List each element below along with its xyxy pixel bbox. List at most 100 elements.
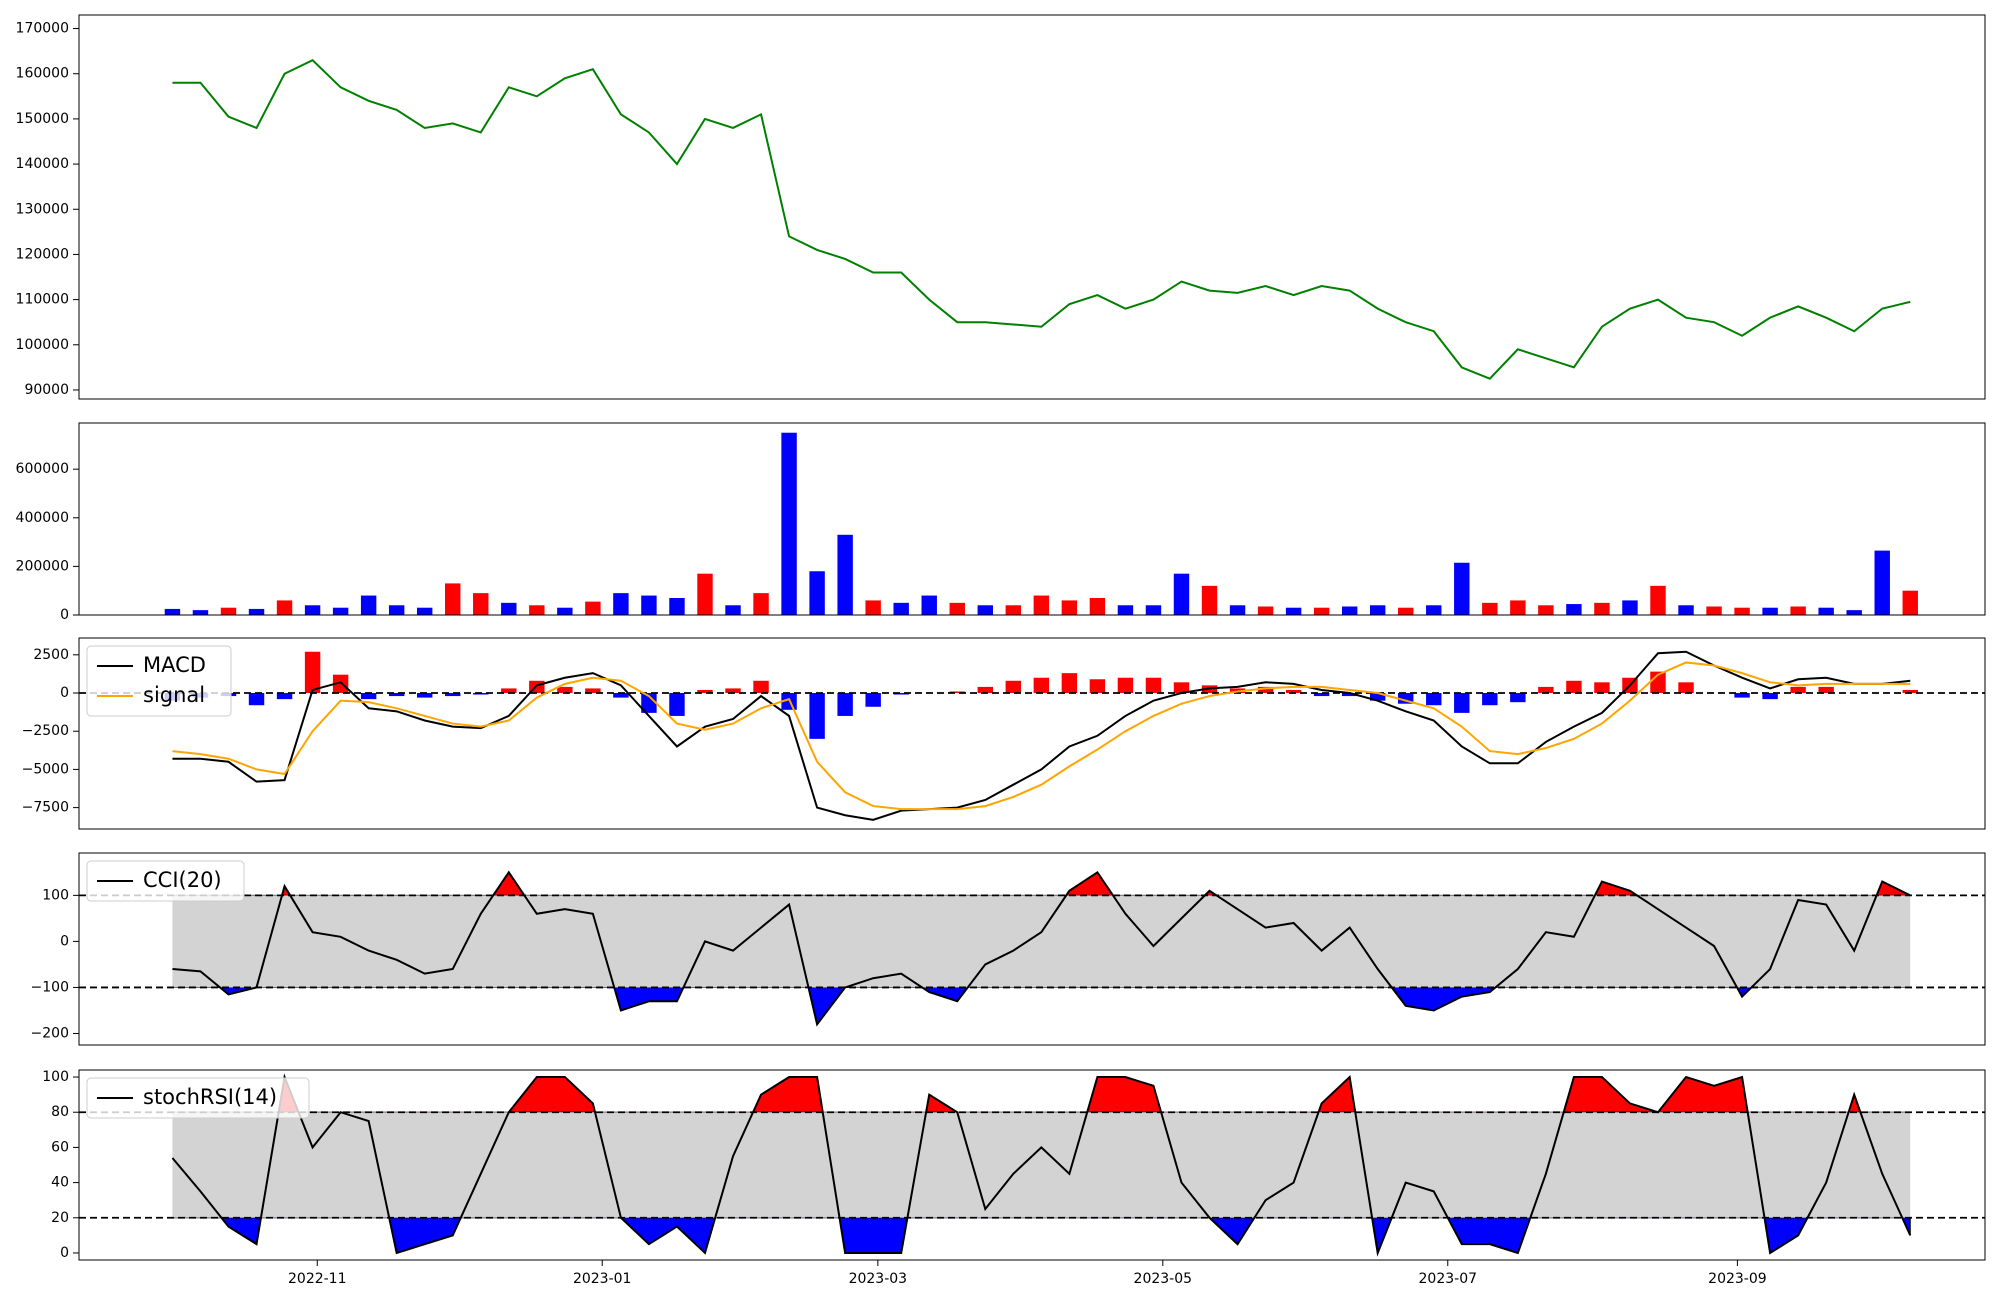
y-tick-label: −2500 bbox=[22, 723, 69, 739]
bar bbox=[1341, 606, 1358, 615]
legend-label: MACD bbox=[143, 653, 206, 677]
bar bbox=[445, 693, 461, 697]
bar bbox=[1033, 677, 1050, 694]
legend-label: CCI(20) bbox=[143, 868, 222, 892]
x-tick-label: 2023-07 bbox=[1419, 1271, 1478, 1287]
bar bbox=[1510, 600, 1526, 615]
legend-label: stochRSI(14) bbox=[143, 1085, 277, 1109]
line bbox=[172, 661, 1911, 811]
bar bbox=[585, 688, 601, 694]
bar bbox=[1061, 600, 1078, 615]
bar bbox=[1313, 693, 1330, 697]
bar bbox=[360, 693, 377, 700]
bar bbox=[585, 601, 601, 615]
y-tick-label: 0 bbox=[60, 933, 69, 949]
plot-area bbox=[79, 650, 1985, 821]
legend: CCI(20) bbox=[86, 860, 245, 902]
bar bbox=[725, 605, 741, 615]
y-tick-label: 600000 bbox=[16, 461, 69, 477]
bar bbox=[753, 593, 769, 615]
bar bbox=[697, 573, 713, 615]
bar bbox=[1173, 573, 1190, 615]
bar bbox=[669, 693, 685, 716]
y-tick-label: 200000 bbox=[16, 558, 69, 574]
bar bbox=[865, 600, 881, 615]
bar bbox=[1818, 607, 1834, 615]
y-tick-label: 100 bbox=[42, 1069, 69, 1085]
bar bbox=[753, 680, 769, 694]
frame bbox=[78, 1069, 1986, 1261]
y-tick-label: 400000 bbox=[16, 510, 69, 526]
bar bbox=[557, 686, 573, 694]
bar bbox=[1061, 673, 1078, 694]
bar bbox=[1201, 585, 1218, 615]
bar bbox=[192, 610, 209, 615]
band bbox=[172, 895, 1911, 988]
bar bbox=[1117, 605, 1134, 615]
y-tick-label: 80 bbox=[51, 1104, 69, 1120]
bar bbox=[641, 693, 657, 713]
bar bbox=[921, 595, 937, 615]
bar bbox=[1033, 595, 1050, 615]
bar bbox=[1369, 605, 1386, 615]
bar bbox=[557, 607, 573, 615]
line bbox=[172, 870, 1911, 1027]
bar bbox=[1902, 689, 1918, 694]
y-tick-label: 160000 bbox=[16, 66, 69, 82]
y-tick-label: −5000 bbox=[22, 761, 69, 777]
x-tick-label: 2023-03 bbox=[849, 1271, 908, 1287]
bar bbox=[949, 602, 965, 615]
bar bbox=[1426, 693, 1442, 706]
bar bbox=[1398, 607, 1414, 615]
bar bbox=[1650, 585, 1666, 615]
y-tick-label: 100 bbox=[42, 887, 69, 903]
bar bbox=[248, 693, 265, 706]
band bbox=[172, 1112, 1911, 1218]
bar bbox=[1089, 597, 1106, 615]
y-tick-label: 100000 bbox=[16, 337, 69, 353]
y-tick-label: 150000 bbox=[16, 111, 69, 127]
bar bbox=[1622, 600, 1638, 615]
y-tick-label: 140000 bbox=[16, 156, 69, 172]
legend: stochRSI(14) bbox=[86, 1077, 310, 1119]
bar bbox=[1510, 693, 1526, 703]
bar bbox=[1369, 693, 1386, 701]
plot-area bbox=[164, 432, 1918, 615]
legend-label: signal bbox=[143, 683, 205, 707]
x-tick-label: 2022-11 bbox=[288, 1271, 347, 1287]
legend-box bbox=[86, 860, 245, 902]
bar bbox=[893, 693, 909, 695]
y-tick-label: 60 bbox=[51, 1139, 69, 1155]
bar bbox=[1902, 590, 1918, 615]
x-tick-label: 2023-05 bbox=[1134, 1271, 1193, 1287]
bar bbox=[641, 595, 657, 615]
bar bbox=[613, 593, 629, 615]
bar bbox=[1341, 693, 1358, 697]
bar bbox=[1706, 606, 1722, 615]
bar bbox=[360, 595, 377, 615]
bar bbox=[276, 693, 293, 700]
y-tick-label: 90000 bbox=[24, 382, 69, 398]
bar bbox=[1790, 606, 1806, 615]
bar bbox=[473, 593, 489, 615]
panel: 0 200000 400000 600000 bbox=[16, 422, 1986, 623]
bar bbox=[809, 693, 825, 739]
bar bbox=[416, 693, 433, 698]
bar bbox=[669, 597, 685, 615]
bar bbox=[1454, 562, 1470, 615]
bar bbox=[1285, 689, 1302, 694]
bar bbox=[416, 607, 433, 615]
frame bbox=[78, 14, 1986, 400]
bar bbox=[1454, 693, 1470, 713]
frame bbox=[78, 852, 1986, 1046]
bar bbox=[1566, 680, 1582, 694]
bar bbox=[1482, 693, 1498, 706]
y-tick-label: 0 bbox=[60, 685, 69, 701]
bar bbox=[1846, 610, 1862, 615]
bar bbox=[1229, 605, 1246, 615]
bar bbox=[1594, 602, 1610, 615]
y-tick-label: 20 bbox=[51, 1210, 69, 1226]
bar bbox=[781, 432, 797, 615]
